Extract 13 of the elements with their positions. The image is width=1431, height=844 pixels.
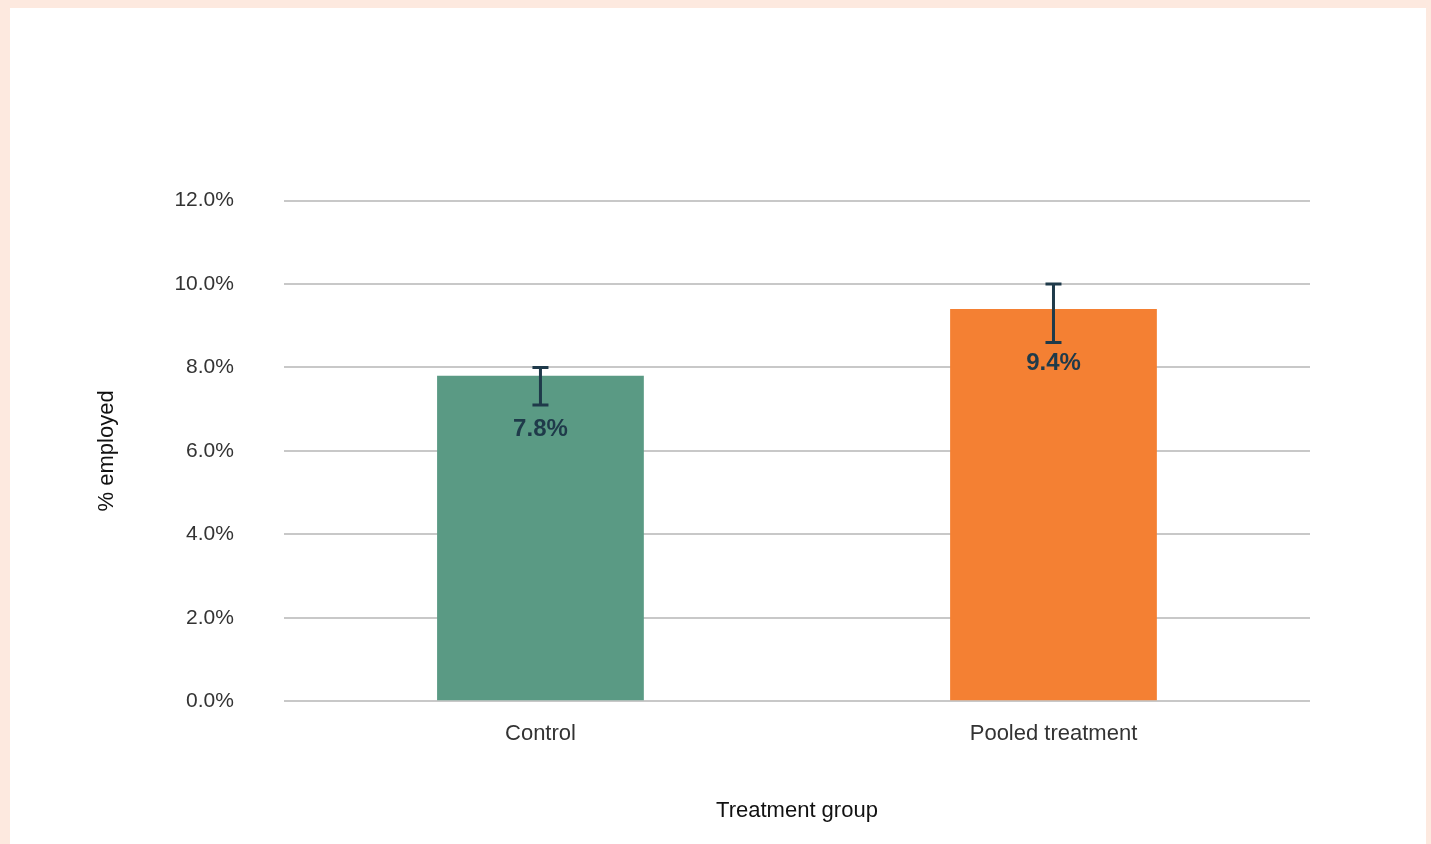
data-label: 7.8%	[513, 414, 568, 442]
x-axis-title: Treatment group	[716, 796, 878, 822]
x-tick-label: Control	[505, 720, 576, 746]
y-tick-label: 2.0%	[186, 604, 234, 628]
y-tick-label: 8.0%	[186, 354, 234, 378]
x-tick-label: Pooled treatment	[969, 720, 1138, 746]
y-tick-label: 4.0%	[186, 521, 234, 545]
y-tick-label: 6.0%	[186, 437, 234, 461]
y-axis-title: % employed	[93, 390, 119, 512]
y-tick-label: 10.0%	[174, 270, 234, 294]
y-tick-label: 12.0%	[174, 187, 234, 211]
data-label: 9.4%	[1026, 347, 1081, 375]
y-tick-label: 0.0%	[186, 688, 234, 711]
